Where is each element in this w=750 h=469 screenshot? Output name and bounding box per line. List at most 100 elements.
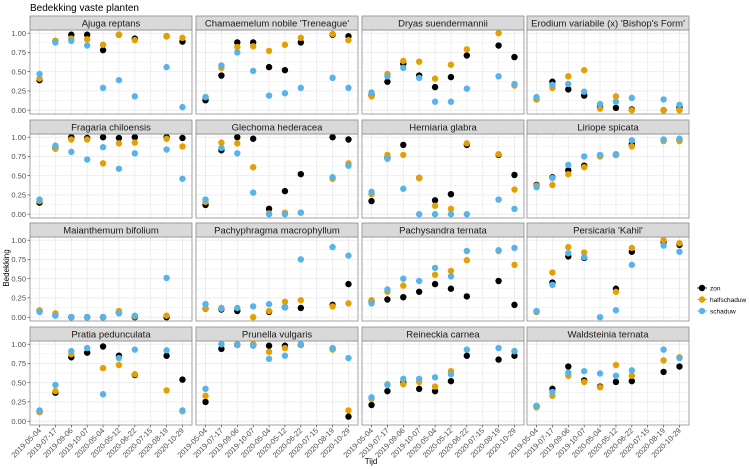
data-point-schaduw (99, 84, 107, 92)
data-point-schaduw (297, 256, 305, 263)
data-point-schaduw (281, 90, 289, 97)
data-point-halfschaduw (612, 288, 620, 295)
facet-panels: Ajuga reptans 0.00 0.25 0.50 0.75 1.00 Chamaem… (9, 15, 690, 460)
data-point-schaduw (329, 174, 336, 181)
facet-panel: Pachysandra ternata (361, 222, 525, 322)
data-point-halfschaduw (202, 305, 209, 312)
facet-panel: Ajuga reptans 0.00 0.25 0.50 0.75 1.00 (11, 15, 193, 115)
data-point-schaduw (447, 211, 455, 218)
data-point-schaduw (202, 385, 209, 393)
data-point-schaduw (580, 88, 588, 95)
data-point-schaduw (218, 305, 225, 312)
facet-panel: Prunella vulgaris2019-05-042019-07-17201… (175, 326, 359, 460)
y-tick-label: 1.00 (11, 340, 26, 349)
facet-panel: Erodium variabile (x) 'Bishop's Form' (526, 15, 690, 115)
data-point-halfschaduw (431, 202, 439, 209)
data-point-schaduw (400, 185, 407, 192)
data-point-zon (676, 363, 683, 370)
data-point-schaduw (202, 93, 209, 101)
facet-strip-label: Ajuga reptans (82, 19, 141, 30)
facet-strip-label: Waldsteinia ternata (568, 330, 650, 341)
facet-panel: Persicaria 'Kahil' (526, 222, 690, 322)
data-point-schaduw (83, 156, 91, 163)
data-point-halfschaduw (415, 174, 423, 182)
data-point-halfschaduw (163, 387, 170, 394)
data-point-schaduw (549, 81, 556, 88)
data-point-halfschaduw (415, 58, 423, 65)
data-point-zon (163, 352, 170, 359)
y-tick-label: 0.50 (11, 274, 26, 283)
data-point-schaduw (265, 92, 273, 99)
data-point-schaduw (218, 62, 225, 69)
data-point-schaduw (36, 308, 43, 316)
data-point-schaduw (163, 63, 170, 71)
data-point-schaduw (533, 184, 540, 191)
data-point-schaduw (234, 304, 241, 312)
data-point-halfschaduw (549, 181, 556, 189)
y-tick-label: 0.75 (11, 48, 26, 57)
data-point-schaduw (265, 300, 273, 308)
data-point-schaduw (495, 344, 502, 352)
x-axis-title: Tijd (365, 457, 378, 466)
data-point-zon (495, 42, 502, 49)
legend-key-schaduw (698, 307, 706, 315)
data-point-zon (612, 378, 620, 386)
data-point-halfschaduw (400, 57, 407, 65)
data-point-schaduw (179, 407, 186, 414)
data-point-schaduw (676, 135, 683, 142)
data-point-zon (297, 304, 305, 312)
data-point-schaduw (99, 314, 107, 321)
data-point-zon (234, 39, 241, 46)
legend-key-halfschaduw (698, 296, 706, 303)
data-point-schaduw (384, 73, 391, 80)
data-point-schaduw (131, 346, 139, 353)
data-point-schaduw (52, 39, 59, 46)
data-point-schaduw (234, 341, 241, 349)
data-point-schaduw (218, 341, 225, 348)
data-point-zon (384, 296, 391, 303)
data-point-zon (179, 376, 186, 383)
data-point-schaduw (565, 369, 572, 376)
data-point-schaduw (115, 76, 123, 84)
data-point-schaduw (179, 175, 186, 182)
data-point-halfschaduw (447, 205, 455, 213)
data-point-schaduw (68, 37, 75, 45)
facet-strip-label: Prunella vulgaris (242, 330, 312, 341)
y-tick-label: 0.75 (11, 359, 26, 368)
data-point-schaduw (281, 211, 289, 218)
facet-panel: Maianthemum bifolium 0.00 0.25 0.50 0.75 1.00 (11, 222, 193, 322)
data-point-zon (83, 31, 91, 38)
data-point-schaduw (511, 347, 518, 355)
data-point-schaduw (329, 344, 336, 352)
data-point-schaduw (565, 80, 572, 88)
data-point-schaduw (68, 314, 75, 321)
facet-strip-label: Dryas suendermannii (398, 19, 488, 30)
data-point-schaduw (676, 248, 683, 255)
data-point-schaduw (83, 314, 91, 321)
data-point-halfschaduw (83, 136, 91, 143)
y-tick-label: 0.00 (11, 313, 26, 322)
facet-strip-label: Chamaemelum nobile 'Treneague' (205, 19, 349, 30)
data-point-schaduw (612, 98, 620, 105)
data-point-zon (202, 398, 209, 406)
data-point-zon (265, 205, 273, 213)
data-point-schaduw (249, 303, 257, 310)
data-point-schaduw (463, 346, 471, 353)
data-point-schaduw (549, 174, 556, 182)
data-point-schaduw (163, 274, 170, 282)
data-point-halfschaduw (676, 107, 683, 114)
data-point-halfschaduw (249, 164, 257, 171)
data-point-schaduw (52, 312, 59, 319)
data-point-zon (265, 63, 273, 71)
data-point-schaduw (628, 137, 636, 144)
data-point-zon (511, 301, 518, 309)
data-point-halfschaduw (431, 75, 439, 82)
data-point-schaduw (52, 381, 59, 389)
data-point-schaduw (431, 98, 439, 105)
y-tick-label: 0.00 (11, 106, 26, 115)
data-point-zon (400, 293, 407, 301)
data-point-schaduw (447, 98, 455, 105)
data-point-halfschaduw (131, 371, 139, 378)
data-point-halfschaduw (131, 36, 139, 44)
